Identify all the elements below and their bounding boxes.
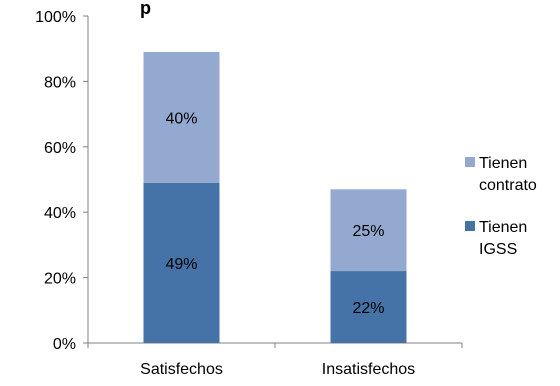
legend-swatch <box>465 221 475 231</box>
chart-title: p <box>140 0 151 18</box>
axes: 0% 20% 40% 60% 80% 100% Satisfechos Insatisfech… <box>35 9 463 378</box>
x-category-label: Satisfechos <box>140 361 223 378</box>
y-tick-label: 100% <box>35 9 76 26</box>
legend-label: Tienen <box>479 155 527 172</box>
legend-label: Tienen <box>479 219 527 236</box>
bar-segment <box>330 271 407 343</box>
data-label: 22% <box>352 300 384 317</box>
legend-label: IGSS <box>479 241 517 258</box>
data-labels: 49% 40% 22% 25% <box>165 110 384 317</box>
legend-label: contrato <box>479 177 537 194</box>
y-tick-label: 20% <box>44 271 76 288</box>
legend: Tienen contrato Tienen IGSS <box>465 155 537 258</box>
bar-segment <box>330 189 407 272</box>
y-tick-label: 0% <box>53 336 76 353</box>
y-tick-label: 60% <box>44 140 76 157</box>
legend-swatch <box>465 157 475 167</box>
y-tick-label: 40% <box>44 205 76 222</box>
y-tick-label: 80% <box>44 74 76 91</box>
data-label: 40% <box>165 110 197 127</box>
bar-segment <box>143 182 220 343</box>
bars <box>143 51 407 343</box>
x-category-label: Insatisfechos <box>322 361 415 378</box>
data-label: 25% <box>352 223 384 240</box>
data-label: 49% <box>165 256 197 273</box>
bar-segment <box>143 51 220 183</box>
